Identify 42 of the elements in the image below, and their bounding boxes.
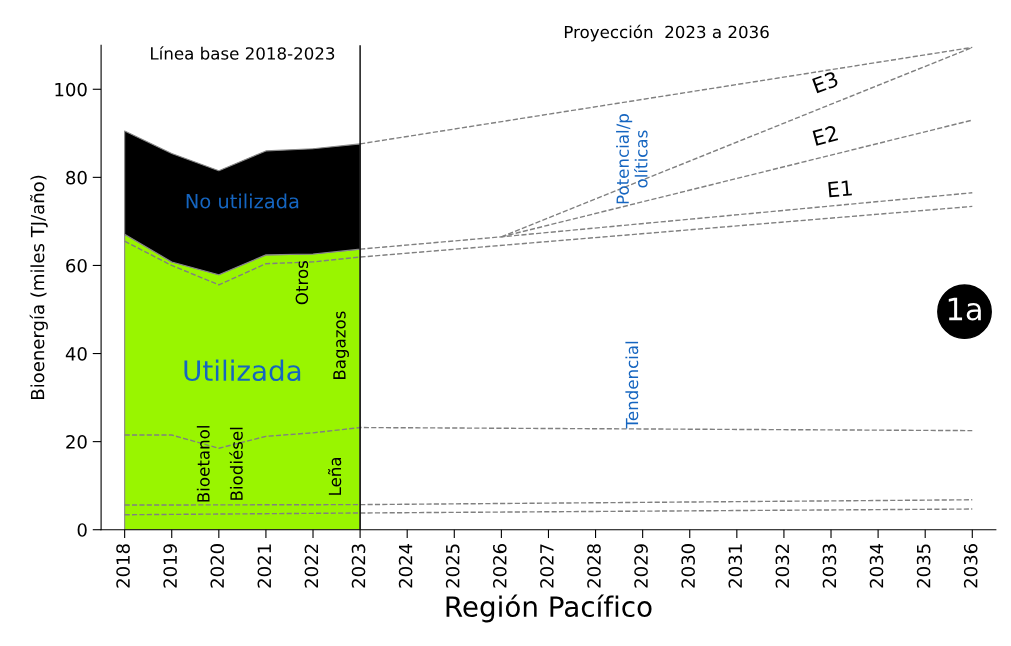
annotation: Biodiésel: [229, 427, 243, 500]
x-tick-label: 2036: [963, 544, 978, 588]
y-tick-label: 80: [66, 170, 87, 185]
annotation: E2: [812, 125, 839, 146]
annotation: E3: [812, 70, 839, 94]
x-tick-label: 2034: [869, 543, 884, 588]
x-tick-label: 2020: [210, 544, 225, 588]
y-tick-label: 40: [65, 347, 87, 361]
text: Proyección 2023 a 2036: [564, 24, 769, 42]
y-tick-label: 100: [55, 82, 87, 97]
x-tick-label: 2031: [728, 544, 743, 588]
series-label: No utilizada: [186, 193, 299, 209]
annotation: Línea base 2018-2023: [151, 46, 335, 60]
annotation: Bioetanol: [196, 426, 210, 502]
y-tick-label: 0: [77, 523, 87, 537]
annotation: Leña: [328, 457, 342, 495]
y-tick-label: 20: [66, 435, 87, 449]
series-label: Utilizada: [184, 359, 301, 382]
x-tick-label: 2033: [822, 544, 837, 588]
x-tick-label: 2029: [634, 544, 648, 588]
y-axis-title: Bioenergía (miles TJ/año): [29, 175, 48, 399]
annotation: 1a: [948, 297, 981, 321]
x-tick-label: 2021: [257, 544, 272, 588]
x-tick-label: 2023: [351, 544, 366, 588]
x-tick-label: 2026: [492, 544, 507, 588]
x-tick-label: 2022: [304, 544, 319, 588]
x-tick-label: 2027: [540, 544, 554, 588]
annotation: Bagazos: [333, 311, 349, 380]
annotation: Otros: [295, 260, 309, 305]
annotation: Potencial/p olíticas: [616, 114, 648, 204]
annotation: Tendencial: [625, 341, 639, 429]
x-tick-label: 2025: [445, 544, 460, 588]
x-tick-label: 2035: [916, 544, 931, 588]
x-axis-title: Región Pacífico: [446, 594, 652, 623]
x-tick-label: 2028: [587, 544, 601, 588]
x-tick-label: 2018: [116, 544, 130, 588]
x-tick-label: 2030: [681, 544, 695, 588]
x-tick-label: 2024: [398, 543, 413, 588]
y-tick-label: 60: [66, 258, 87, 273]
annotation: E1: [828, 180, 852, 198]
x-tick-label: 2032: [775, 544, 790, 588]
x-tick-label: 2019: [163, 544, 177, 588]
